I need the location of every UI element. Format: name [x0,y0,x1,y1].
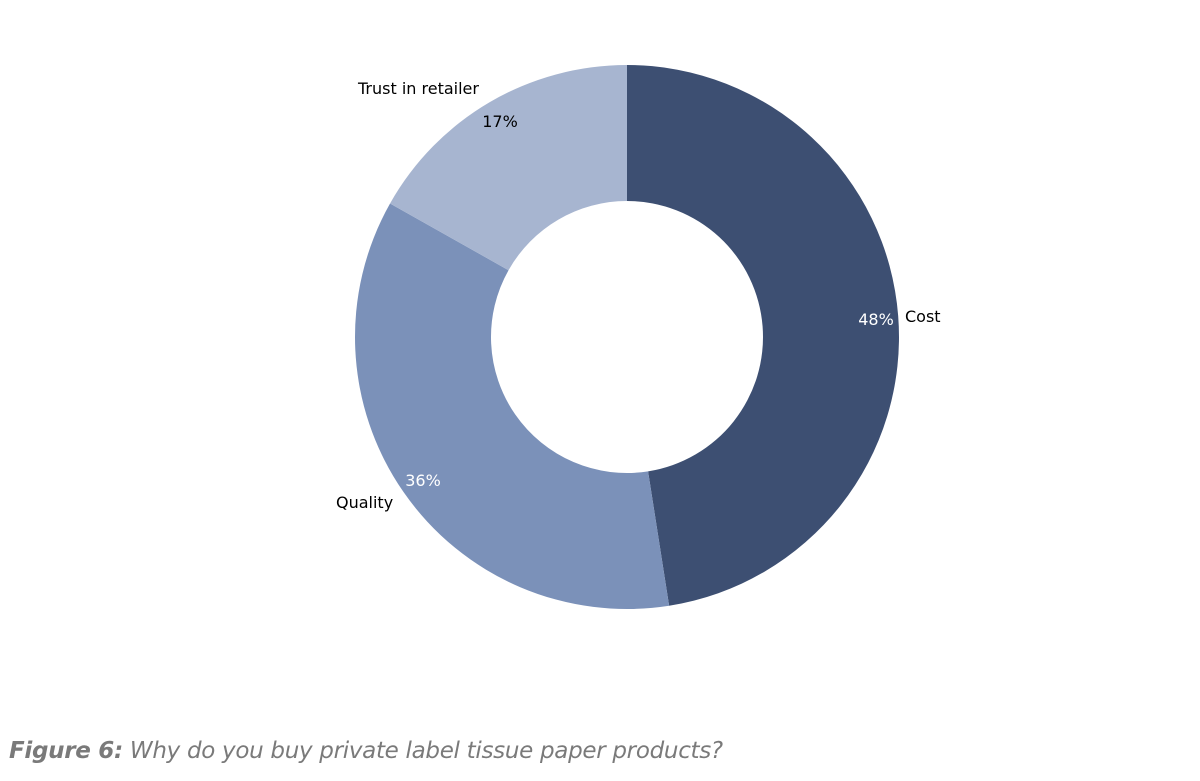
donut-slice-trust-in-retailer [390,65,627,271]
slice-category-label: Quality [336,493,393,512]
donut-slice-quality [355,203,670,610]
figure-label: Figure 6: [9,738,123,764]
slice-category-label: Trust in retailer [357,79,479,98]
donut-labels: 48% Cost 36% Quality 17%Trust in retailer [336,79,941,512]
donut-slices [355,65,899,610]
figure-caption: Figure 6: Why do you buy private label t… [9,738,723,764]
donut-slice-cost [627,65,899,606]
slice-value-label: 48% [858,310,894,329]
slice-value-label: 17% [482,112,518,131]
slice-value-label: 36% [405,471,441,490]
slice-category-label: Cost [905,307,941,326]
figure-caption-text: Why do you buy private label tissue pape… [122,738,723,764]
